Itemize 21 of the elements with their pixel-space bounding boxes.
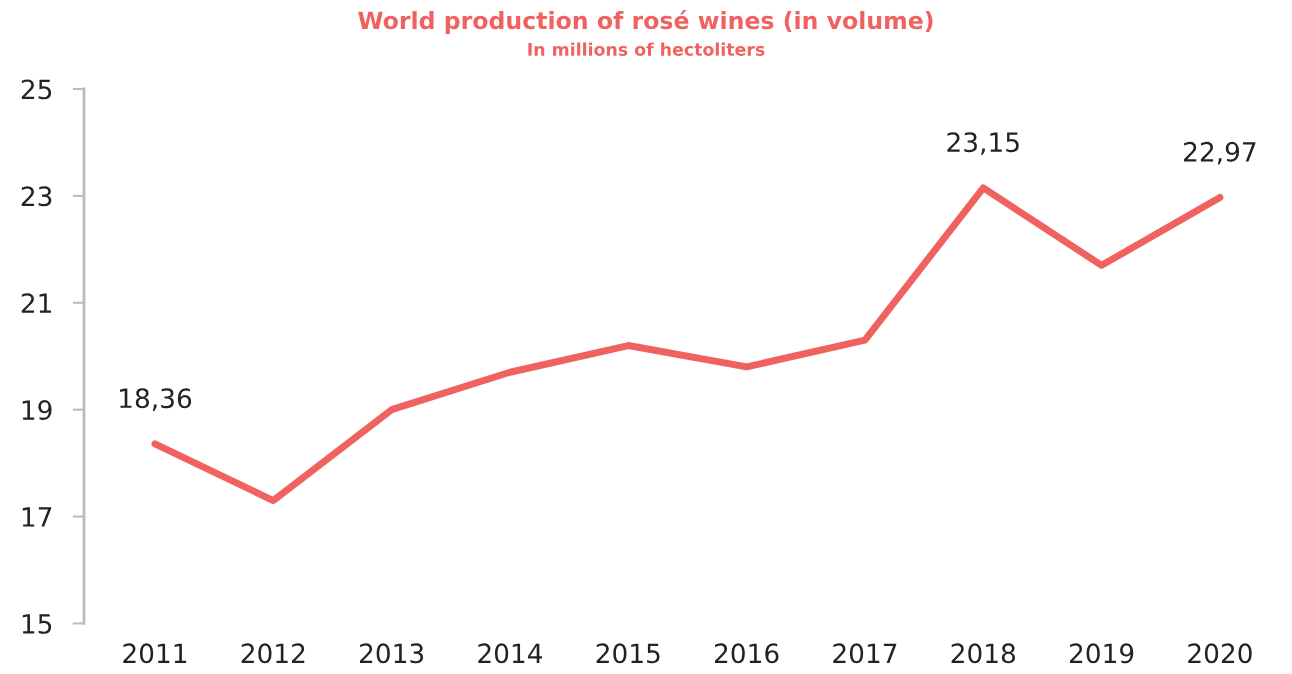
- x-tick-label: 2018: [951, 643, 1016, 664]
- x-tick-label: 2019: [1069, 643, 1134, 664]
- chart-subtitle: In millions of hectoliters: [528, 42, 765, 56]
- y-tick-label: 15: [22, 614, 52, 634]
- x-tick-label: 2017: [833, 643, 897, 664]
- x-tick-label: 2011: [123, 643, 187, 664]
- x-tick-label: 2015: [596, 643, 660, 664]
- data-label: 18,36: [120, 388, 192, 411]
- x-tick-label: 2012: [241, 643, 305, 664]
- y-tick-label: 23: [21, 186, 52, 207]
- y-tick-label: 19: [22, 400, 52, 421]
- x-tick-label: 2014: [478, 643, 543, 664]
- x-tick-label: 2016: [714, 643, 779, 664]
- x-tick-label: 2020: [1188, 643, 1252, 664]
- x-tick-label: 2013: [359, 643, 424, 664]
- y-tick-label: 17: [22, 507, 52, 527]
- y-tick-label: 21: [21, 293, 51, 313]
- data-label: 23,15: [947, 132, 1019, 155]
- y-tick-label: 25: [21, 79, 52, 100]
- data-label: 22,97: [1184, 141, 1256, 165]
- chart-title: World production of rosé wines (in volume): [358, 10, 933, 34]
